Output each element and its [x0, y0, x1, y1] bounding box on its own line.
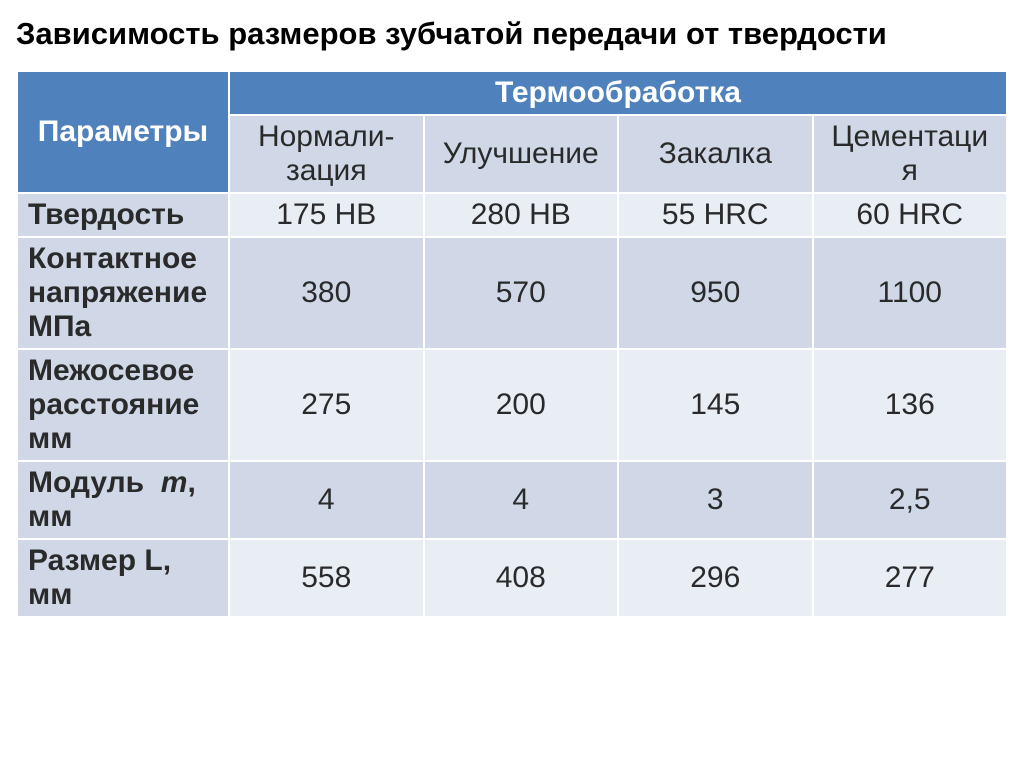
table-cell: 4: [424, 461, 619, 539]
table-cell: 200: [424, 349, 619, 461]
table-row: Контактное напряжение МПа 380 570 950 11…: [17, 237, 1007, 349]
table-cell: 570: [424, 237, 619, 349]
col-normalization: Нормали-зация: [229, 115, 424, 193]
table-cell: 145: [618, 349, 813, 461]
header-parameters: Параметры: [17, 71, 229, 193]
row-label-module: Модуль m, мм: [17, 461, 229, 539]
col-cementation: Цементация: [813, 115, 1008, 193]
table-row: Межосевое расстояние мм 275 200 145 136: [17, 349, 1007, 461]
gear-hardness-table: Параметры Термообработка Нормали-зация У…: [16, 70, 1008, 618]
table-cell: 296: [618, 539, 813, 617]
table-cell: 558: [229, 539, 424, 617]
row-label-hardness: Твердость: [17, 193, 229, 237]
row-label-size-l: Размер L, мм: [17, 539, 229, 617]
table-row: Твердость 175 НВ 280 НВ 55 HRC 60 HRC: [17, 193, 1007, 237]
table-cell: 55 HRC: [618, 193, 813, 237]
table-cell: 1100: [813, 237, 1008, 349]
table-cell: 2,5: [813, 461, 1008, 539]
page-title: Зависимость размеров зубчатой передачи о…: [16, 12, 1008, 70]
table-cell: 4: [229, 461, 424, 539]
table-cell: 3: [618, 461, 813, 539]
table-cell: 277: [813, 539, 1008, 617]
table-cell: 280 НВ: [424, 193, 619, 237]
table-cell: 175 НВ: [229, 193, 424, 237]
table-cell: 60 HRC: [813, 193, 1008, 237]
col-hardening: Закалка: [618, 115, 813, 193]
table-cell: 380: [229, 237, 424, 349]
table-row: Размер L, мм 558 408 296 277: [17, 539, 1007, 617]
table-cell: 408: [424, 539, 619, 617]
col-improvement: Улучшение: [424, 115, 619, 193]
table-row: Модуль m, мм 4 4 3 2,5: [17, 461, 1007, 539]
table-cell: 950: [618, 237, 813, 349]
table-cell: 275: [229, 349, 424, 461]
table-cell: 136: [813, 349, 1008, 461]
row-label-contact-stress: Контактное напряжение МПа: [17, 237, 229, 349]
row-label-center-distance: Межосевое расстояние мм: [17, 349, 229, 461]
header-heat-treatment: Термообработка: [229, 71, 1007, 115]
